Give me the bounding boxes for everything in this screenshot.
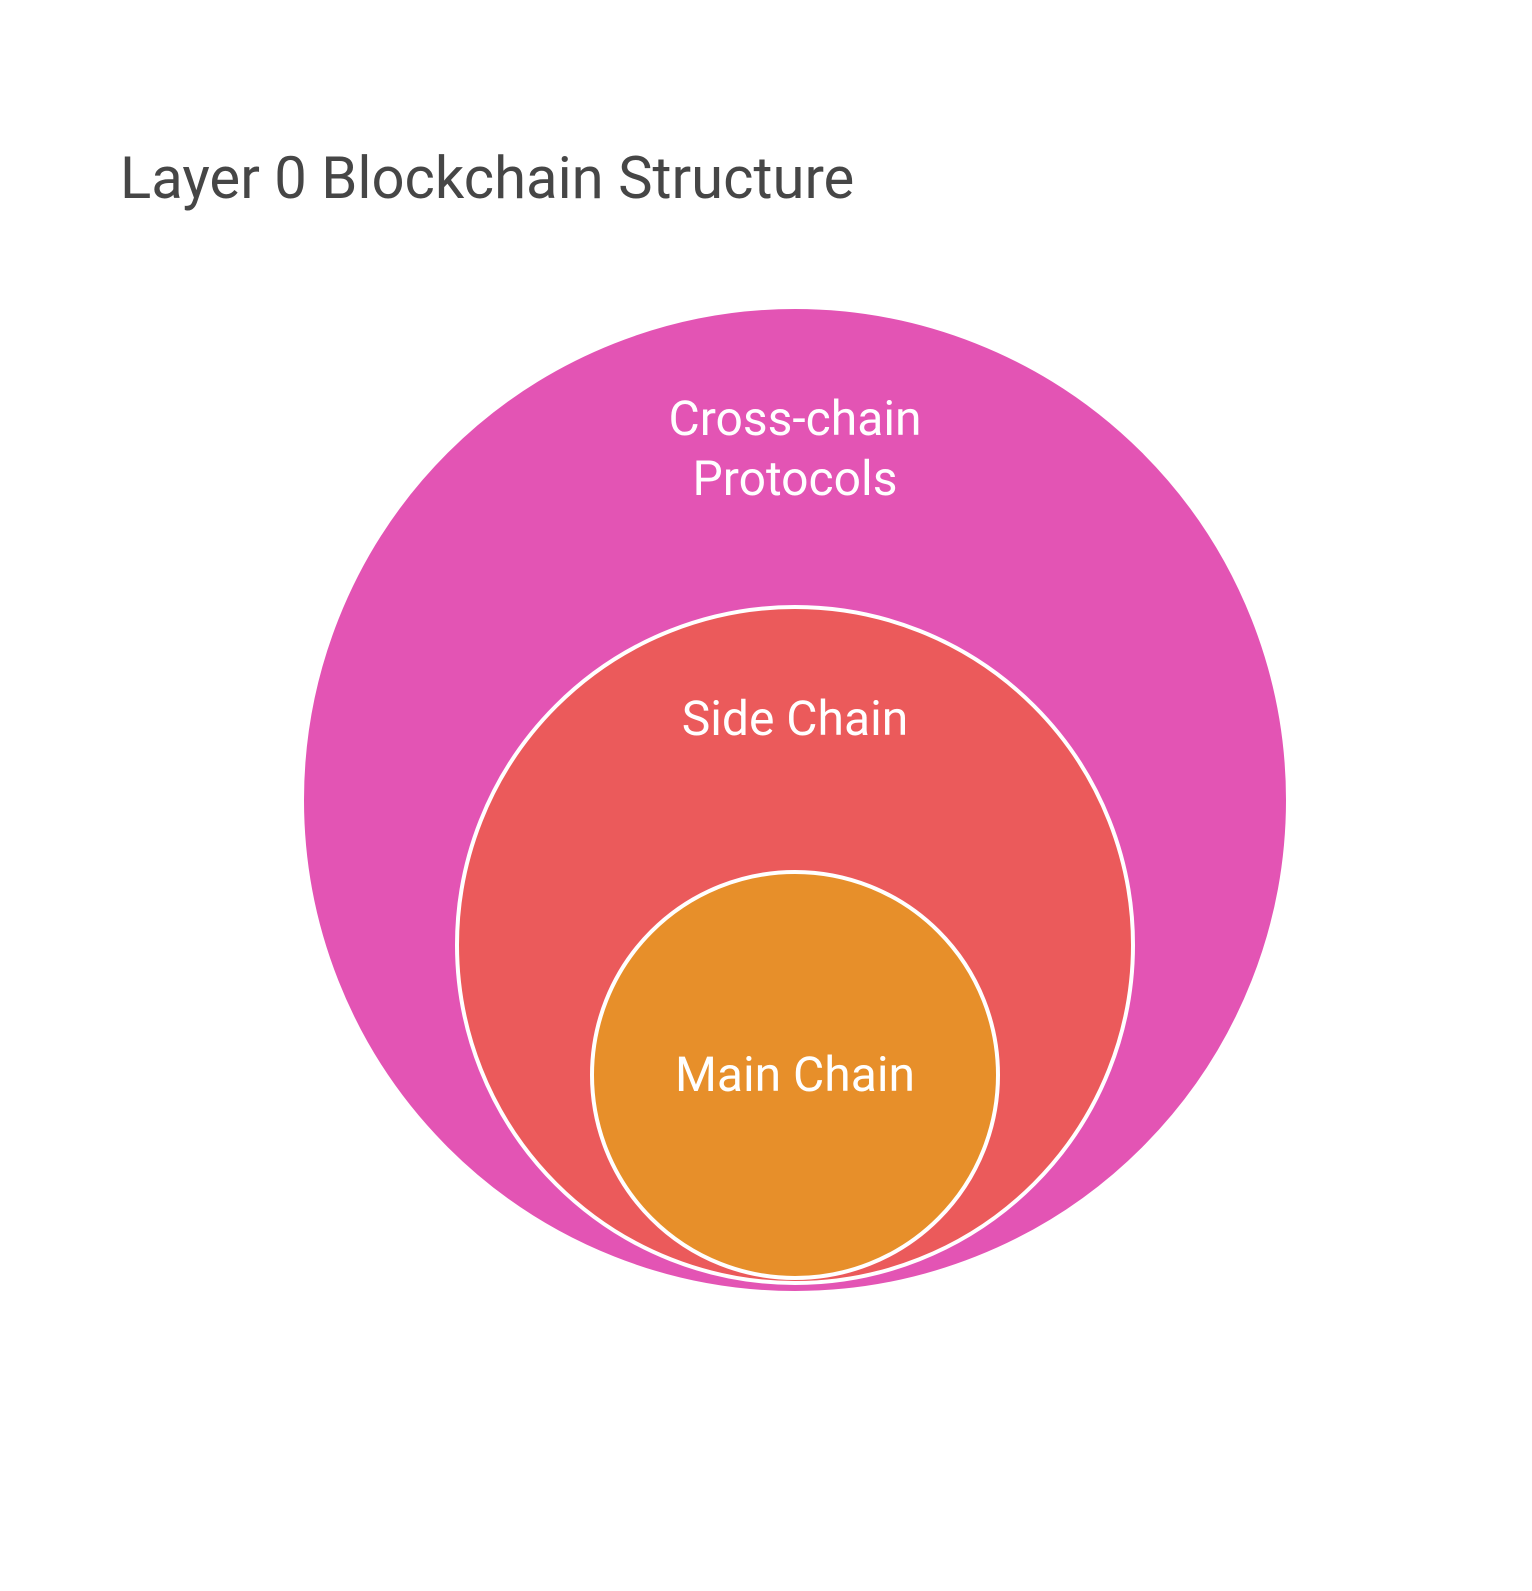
nested-circles-diagram: Cross-chainProtocols Side Chain Main Cha… (300, 305, 1290, 1295)
circle-main-chain: Main Chain (590, 870, 1000, 1280)
diagram-title: Layer 0 Blockchain Structure (120, 145, 854, 213)
circle-label-outer: Cross-chainProtocols (304, 389, 1286, 509)
circle-label-inner: Main Chain (594, 1045, 996, 1105)
circle-label-middle: Side Chain (459, 689, 1131, 749)
